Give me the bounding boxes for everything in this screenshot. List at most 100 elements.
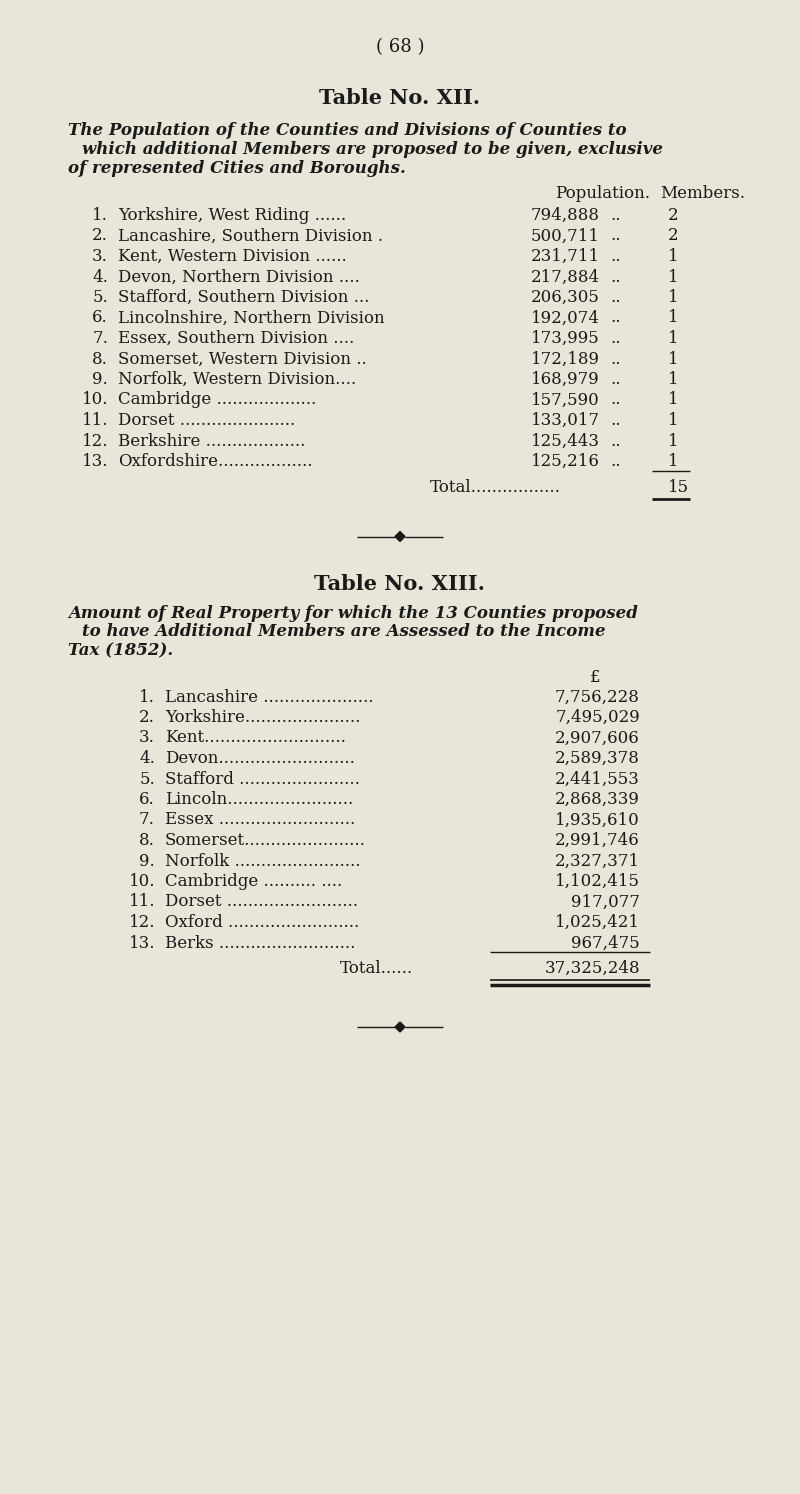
Text: 2,327,371: 2,327,371 (555, 853, 640, 870)
Text: ..: .. (610, 227, 621, 245)
Text: 13.: 13. (82, 453, 108, 471)
Text: 3.: 3. (139, 729, 155, 747)
Text: Yorkshire, West Riding ......: Yorkshire, West Riding ...... (118, 208, 346, 224)
Text: Berks ..........................: Berks .......................... (165, 935, 355, 952)
Text: 1: 1 (668, 351, 678, 368)
Text: ..: .. (610, 453, 621, 471)
Text: 917,077: 917,077 (571, 893, 640, 910)
Text: to have Additional Members are Assessed to the Income: to have Additional Members are Assessed … (82, 623, 606, 641)
Text: Lincoln........................: Lincoln........................ (165, 790, 354, 808)
Text: Somerset.......................: Somerset....................... (165, 832, 366, 849)
Text: ..: .. (610, 391, 621, 408)
Text: ..: .. (610, 351, 621, 368)
Text: £: £ (590, 668, 601, 686)
Text: 1: 1 (668, 288, 678, 306)
Text: Population.: Population. (555, 185, 650, 202)
Text: Lancashire .....................: Lancashire ..................... (165, 689, 374, 705)
Text: 2.: 2. (92, 227, 108, 245)
Text: Stafford, Southern Division ...: Stafford, Southern Division ... (118, 288, 370, 306)
Text: 10.: 10. (82, 391, 108, 408)
Text: 5.: 5. (92, 288, 108, 306)
Text: 1,025,421: 1,025,421 (555, 914, 640, 931)
Text: 172,189: 172,189 (531, 351, 600, 368)
Text: Yorkshire......................: Yorkshire...................... (165, 710, 360, 726)
Text: 133,017: 133,017 (531, 412, 600, 429)
Text: Lincolnshire, Northern Division: Lincolnshire, Northern Division (118, 309, 385, 327)
Text: 217,884: 217,884 (531, 269, 600, 285)
Text: 192,074: 192,074 (531, 309, 600, 327)
Text: 11.: 11. (82, 412, 108, 429)
Text: 2.: 2. (139, 710, 155, 726)
Text: Berkshire ...................: Berkshire ................... (118, 432, 306, 450)
Text: 1: 1 (668, 269, 678, 285)
Text: ..: .. (610, 330, 621, 347)
Text: 8.: 8. (92, 351, 108, 368)
Text: 11.: 11. (129, 893, 155, 910)
Text: 4.: 4. (92, 269, 108, 285)
Text: ..: .. (610, 208, 621, 224)
Text: ..: .. (610, 371, 621, 388)
Text: 967,475: 967,475 (571, 935, 640, 952)
Text: 12.: 12. (82, 432, 108, 450)
Text: 6.: 6. (139, 790, 155, 808)
Text: 2,991,746: 2,991,746 (555, 832, 640, 849)
Text: 1.: 1. (139, 689, 155, 705)
Text: 7.: 7. (139, 811, 155, 829)
Text: 1: 1 (668, 432, 678, 450)
Text: 1: 1 (668, 453, 678, 471)
Text: 13.: 13. (129, 935, 155, 952)
Text: 5.: 5. (139, 771, 155, 787)
Text: 2: 2 (668, 227, 678, 245)
Text: 10.: 10. (129, 872, 155, 890)
Text: 37,325,248: 37,325,248 (544, 961, 640, 977)
Text: 2,589,378: 2,589,378 (555, 750, 640, 766)
Polygon shape (395, 532, 405, 541)
Text: 1.: 1. (92, 208, 108, 224)
Text: Essex, Southern Division ....: Essex, Southern Division .... (118, 330, 354, 347)
Text: Oxford .........................: Oxford ......................... (165, 914, 359, 931)
Text: 4.: 4. (139, 750, 155, 766)
Text: 12.: 12. (129, 914, 155, 931)
Text: 6.: 6. (92, 309, 108, 327)
Text: Somerset, Western Division ..: Somerset, Western Division .. (118, 351, 366, 368)
Text: Dorset ......................: Dorset ...................... (118, 412, 295, 429)
Text: 206,305: 206,305 (531, 288, 600, 306)
Text: Dorset .........................: Dorset ......................... (165, 893, 358, 910)
Text: 1: 1 (668, 391, 678, 408)
Text: 1,935,610: 1,935,610 (555, 811, 640, 829)
Text: 7,756,228: 7,756,228 (555, 689, 640, 705)
Text: 1: 1 (668, 248, 678, 264)
Text: ..: .. (610, 248, 621, 264)
Text: Devon..........................: Devon.......................... (165, 750, 355, 766)
Text: of represented Cities and Boroughs.: of represented Cities and Boroughs. (68, 160, 406, 176)
Text: 2,868,339: 2,868,339 (555, 790, 640, 808)
Text: Kent...........................: Kent........................... (165, 729, 346, 747)
Text: ..: .. (610, 269, 621, 285)
Text: which additional Members are proposed to be given, exclusive: which additional Members are proposed to… (82, 140, 663, 158)
Text: Devon, Northern Division ....: Devon, Northern Division .... (118, 269, 360, 285)
Text: 1: 1 (668, 309, 678, 327)
Text: Stafford .......................: Stafford ....................... (165, 771, 360, 787)
Text: 125,216: 125,216 (531, 453, 600, 471)
Text: 794,888: 794,888 (531, 208, 600, 224)
Text: Kent, Western Division ......: Kent, Western Division ...... (118, 248, 346, 264)
Text: Members.: Members. (660, 185, 745, 202)
Text: Essex ..........................: Essex .......................... (165, 811, 355, 829)
Text: 173,995: 173,995 (531, 330, 600, 347)
Text: 9.: 9. (139, 853, 155, 870)
Text: ..: .. (610, 412, 621, 429)
Text: 2: 2 (668, 208, 678, 224)
Text: ..: .. (610, 432, 621, 450)
Text: 8.: 8. (139, 832, 155, 849)
Text: 2,441,553: 2,441,553 (555, 771, 640, 787)
Text: Cambridge ...................: Cambridge ................... (118, 391, 316, 408)
Text: 500,711: 500,711 (531, 227, 600, 245)
Text: Oxfordshire..................: Oxfordshire.................. (118, 453, 313, 471)
Text: 168,979: 168,979 (531, 371, 600, 388)
Text: Table No. XII.: Table No. XII. (319, 88, 481, 108)
Text: 1: 1 (668, 412, 678, 429)
Text: Total......: Total...... (340, 961, 413, 977)
Text: 3.: 3. (92, 248, 108, 264)
Polygon shape (395, 1022, 405, 1032)
Text: ..: .. (610, 309, 621, 327)
